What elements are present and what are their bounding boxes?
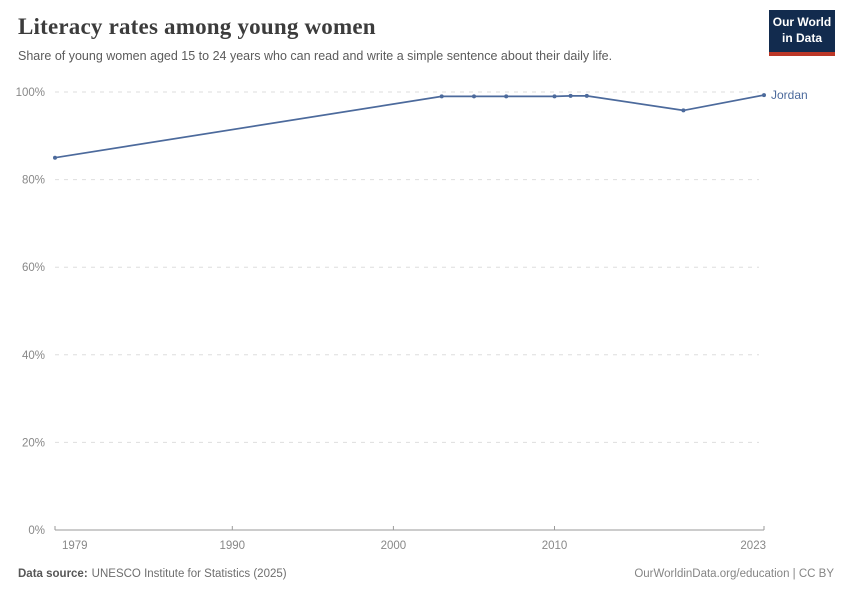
page-title: Literacy rates among young women bbox=[18, 14, 376, 39]
data-point[interactable] bbox=[472, 94, 476, 99]
y-tick-label: 0% bbox=[28, 525, 45, 537]
owid-logo-line2: in Data bbox=[781, 30, 822, 45]
data-source: Data source: UNESCO Institute for Statist… bbox=[18, 568, 287, 580]
chart-footer: Data source: UNESCO Institute for Statist… bbox=[18, 568, 834, 580]
x-tick-label: 2000 bbox=[381, 540, 407, 552]
data-source-text: UNESCO Institute for Statistics (2025) bbox=[91, 568, 287, 580]
y-tick-label: 80% bbox=[22, 175, 45, 187]
data-point[interactable] bbox=[552, 94, 557, 99]
owid-logo-line1: Our World bbox=[772, 15, 832, 29]
data-point[interactable] bbox=[439, 94, 444, 99]
footer-link[interactable]: OurWorldinData.org/education | CC BY bbox=[634, 568, 834, 580]
y-tick-label: 20% bbox=[22, 437, 45, 449]
x-tick-label: 1979 bbox=[62, 540, 88, 552]
chart-subtitle: Share of young women aged 15 to 24 years… bbox=[18, 49, 613, 64]
owid-logo[interactable]: Our World in Data bbox=[769, 10, 835, 57]
series-end-label[interactable]: Jordan bbox=[771, 88, 808, 102]
data-source-label: Data source: bbox=[18, 568, 88, 580]
data-point[interactable] bbox=[568, 93, 573, 98]
y-tick-label: 60% bbox=[22, 262, 45, 274]
data-point[interactable] bbox=[504, 94, 509, 99]
x-tick-label: 2023 bbox=[740, 540, 766, 552]
data-point[interactable] bbox=[584, 93, 589, 98]
data-point[interactable] bbox=[53, 155, 57, 160]
y-tick-label: 40% bbox=[22, 350, 45, 362]
chart-header: Literacy rates among young women Share o… bbox=[18, 14, 750, 65]
x-tick-label: 1990 bbox=[220, 540, 246, 552]
series-line-jordan[interactable] bbox=[54, 94, 765, 159]
y-tick-label: 100% bbox=[16, 87, 45, 99]
x-tick-label: 2010 bbox=[542, 540, 568, 552]
data-point[interactable] bbox=[681, 108, 686, 113]
data-point[interactable] bbox=[762, 93, 766, 98]
